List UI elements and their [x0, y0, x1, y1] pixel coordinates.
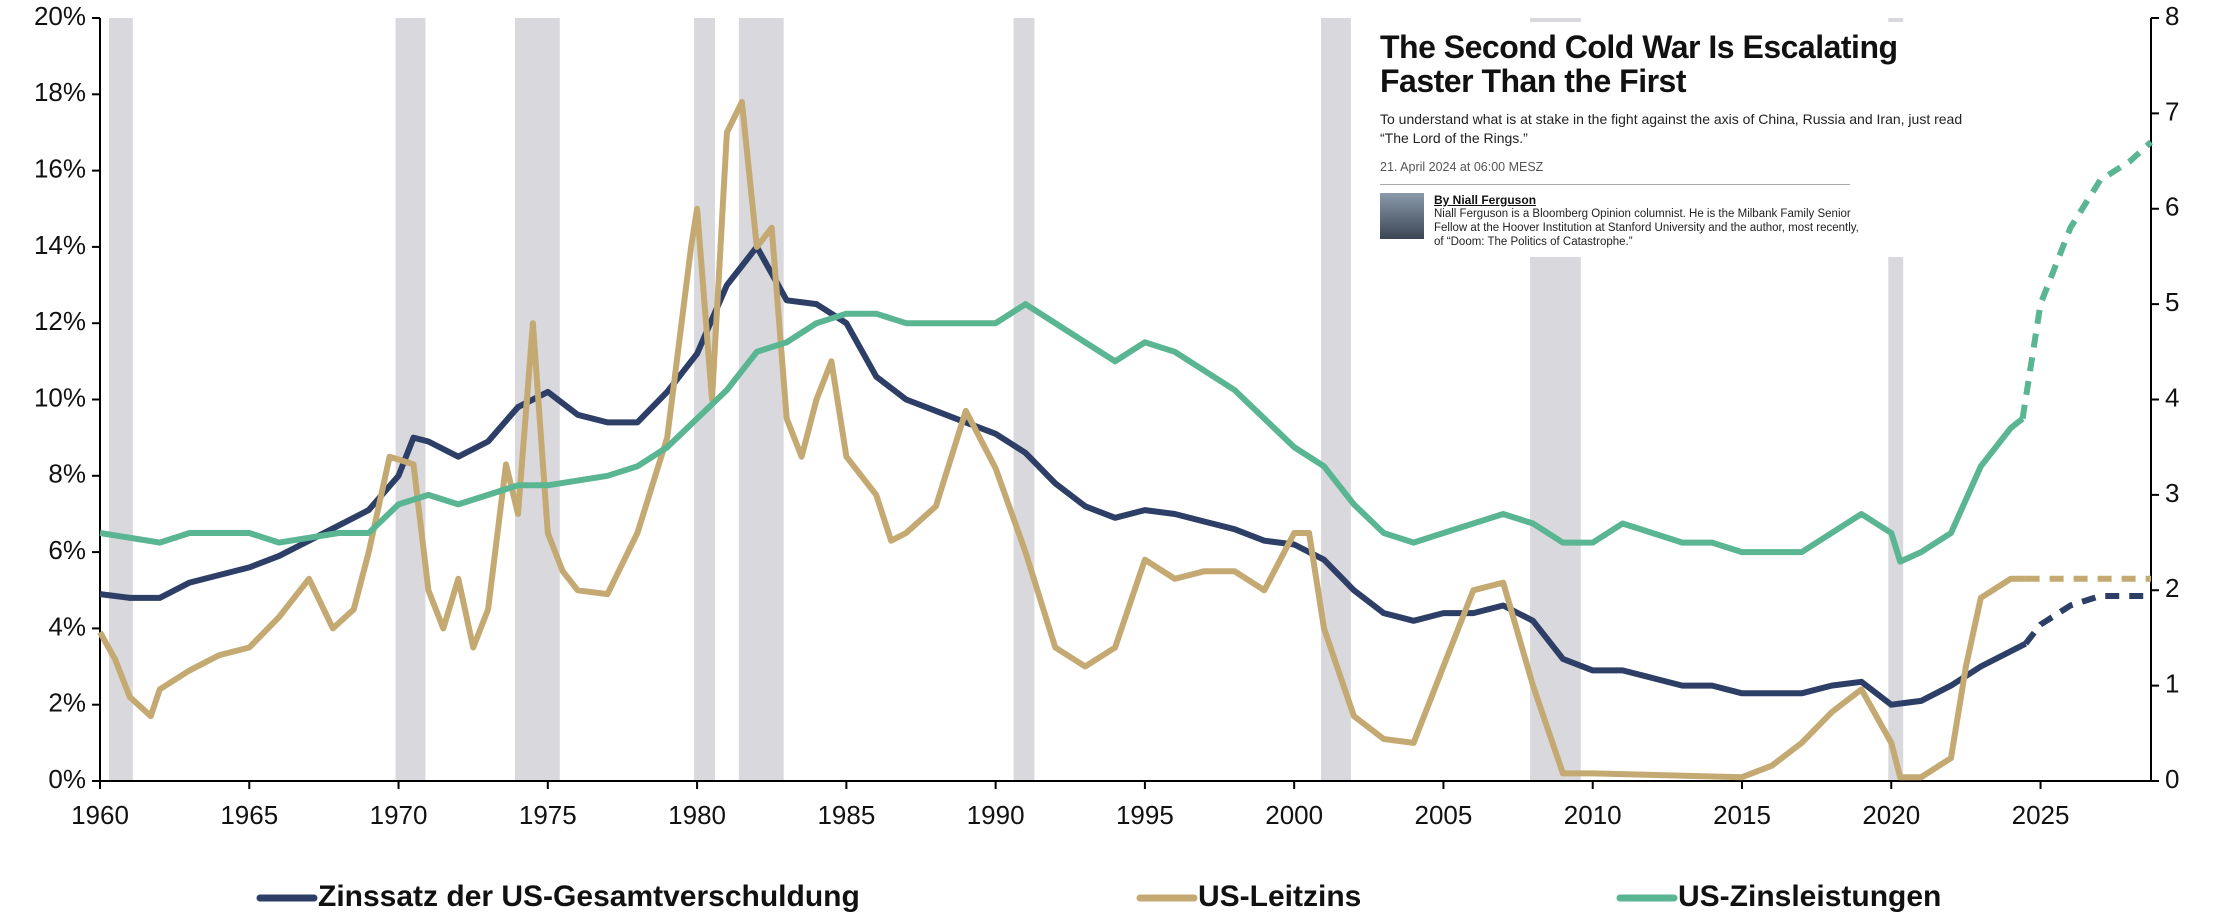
x-tick-label: 1995 — [1116, 800, 1174, 830]
y-tick-label: 4% — [48, 611, 86, 641]
recession-band — [1321, 18, 1351, 781]
y-tick-label: 14% — [34, 230, 86, 260]
y2-tick-label: 5 — [2165, 287, 2179, 317]
recession-band — [108, 18, 133, 781]
legend-label: US-Leitzins — [1198, 880, 1361, 913]
series-line — [99, 301, 2025, 565]
y-tick-label: 2% — [48, 688, 86, 718]
y-tick-label: 16% — [34, 153, 86, 183]
y-tick-label: 18% — [34, 77, 86, 107]
article-subtitle: To understand what is at stake in the fi… — [1380, 111, 1963, 146]
series-line — [97, 98, 2026, 781]
forecast-line — [2019, 139, 2154, 420]
y-tick-label: 0% — [48, 764, 86, 794]
x-tick-label: 1990 — [967, 800, 1025, 830]
y-tick-label: 8% — [48, 459, 86, 489]
recession-band — [1013, 18, 1035, 781]
y2-tick-label: 0 — [2165, 764, 2179, 794]
recession-band — [395, 18, 426, 781]
x-tick-label: 1960 — [71, 800, 129, 830]
x-tick-label: 2005 — [1415, 800, 1473, 830]
y-tick-label: 20% — [34, 1, 86, 31]
article-card: The Second Cold War Is Escalating Faster… — [1372, 22, 1998, 257]
x-tick-label: 1975 — [519, 800, 577, 830]
forecast-line — [2023, 593, 2151, 646]
author-photo — [1380, 193, 1424, 239]
y-tick-label: 6% — [48, 535, 86, 565]
legend-label: Zinssatz der US-Gesamtverschuldung — [318, 880, 860, 913]
series-line — [99, 243, 2027, 708]
y2-tick-label: 1 — [2165, 669, 2179, 699]
y2-tick-label: 6 — [2165, 192, 2179, 222]
article-title[interactable]: The Second Cold War Is Escalating Faster… — [1380, 29, 1898, 99]
y2-tick-label: 8 — [2165, 1, 2179, 31]
legend-label: US-Zinsleistungen — [1678, 880, 1941, 913]
author-bio: Niall Ferguson is a Bloomberg Opinion co… — [1434, 208, 1859, 248]
y2-tick-label: 7 — [2165, 96, 2179, 126]
y2-tick-label: 3 — [2165, 478, 2179, 508]
x-tick-label: 1985 — [817, 800, 875, 830]
byline[interactable]: By Niall Ferguson — [1434, 193, 1537, 207]
x-tick-label: 2020 — [1862, 800, 1920, 830]
divider — [1380, 184, 1850, 185]
x-tick-label: 2000 — [1265, 800, 1323, 830]
x-tick-label: 2025 — [2012, 800, 2070, 830]
x-tick-label: 1965 — [220, 800, 278, 830]
y-tick-label: 10% — [34, 382, 86, 412]
author-box: By Niall Ferguson Niall Ferguson is a Bl… — [1380, 193, 1860, 249]
x-tick-label: 2010 — [1564, 800, 1622, 830]
article-date: 21. April 2024 at 06:00 MESZ — [1380, 160, 1544, 174]
author-text: By Niall Ferguson Niall Ferguson is a Bl… — [1434, 193, 1860, 249]
y-tick-label: 12% — [34, 306, 86, 336]
y2-tick-label: 2 — [2165, 573, 2179, 603]
y2-tick-label: 4 — [2165, 382, 2179, 412]
x-tick-label: 1970 — [370, 800, 428, 830]
x-tick-label: 2015 — [1713, 800, 1771, 830]
x-tick-label: 1980 — [668, 800, 726, 830]
